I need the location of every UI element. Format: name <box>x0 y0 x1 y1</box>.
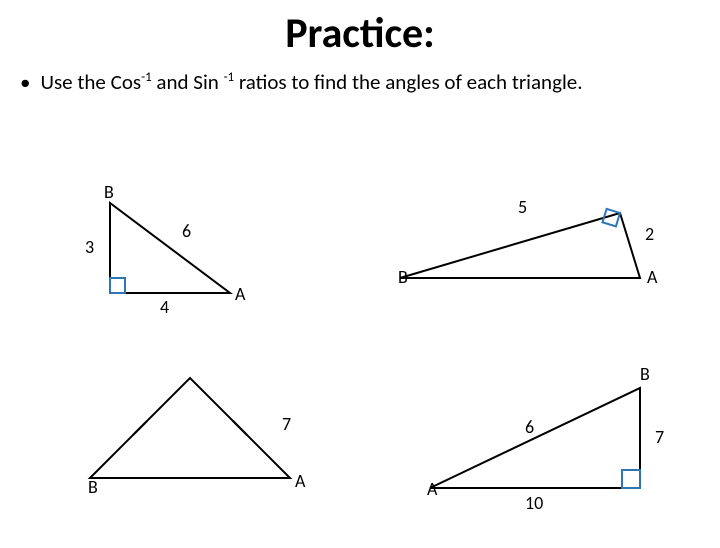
t1-vertex-a: A <box>235 283 245 305</box>
t1-vertex-b: B <box>104 181 114 203</box>
t3-vertex-b: B <box>88 476 98 498</box>
t2-vertex-a: A <box>647 266 657 288</box>
bullet-icon: • <box>20 69 30 95</box>
t4-vertex-b: B <box>640 363 650 385</box>
t2-right-2: 2 <box>645 223 654 245</box>
t3-vertex-a: A <box>295 470 305 492</box>
t3-side-7: 7 <box>282 413 291 435</box>
instruction-row: • Use the Cos-1 and Sin -1 ratios to fin… <box>20 69 720 95</box>
t4-hyp-6: 6 <box>525 416 534 438</box>
page-title: Practice: <box>0 8 720 59</box>
instruction-text: Use the Cos-1 and Sin -1 ratios to find … <box>40 69 582 95</box>
triangle-2 <box>400 209 640 278</box>
t4-side-7: 7 <box>655 426 664 448</box>
t4-vertex-a: A <box>427 478 437 500</box>
triangle-1 <box>110 203 230 293</box>
t1-side-3: 3 <box>85 236 94 258</box>
triangle-4 <box>430 388 640 488</box>
t1-side-4: 4 <box>160 296 169 318</box>
triangle-3 <box>90 378 290 478</box>
t2-vertex-b: B <box>398 266 408 288</box>
t4-side-10: 10 <box>525 492 543 514</box>
t1-hyp-6: 6 <box>182 220 191 242</box>
t2-top-5: 5 <box>518 196 527 218</box>
